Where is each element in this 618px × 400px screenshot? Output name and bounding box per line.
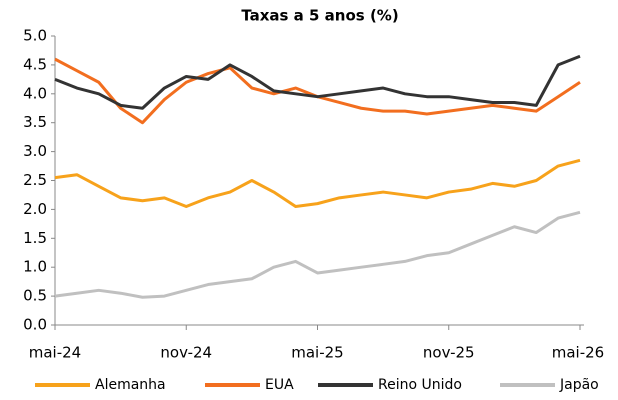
legend-label: Reino Unido — [378, 377, 462, 393]
legend-label: EUA — [265, 377, 294, 393]
chart-title: Taxas a 5 anos (%) — [241, 7, 398, 25]
x-tick-label: nov-25 — [423, 344, 475, 362]
y-tick-label: 2.0 — [23, 200, 47, 218]
legend-label: Alemanha — [95, 377, 166, 393]
x-tick-label: nov-24 — [160, 344, 212, 362]
legend-label: Japão — [559, 377, 599, 393]
x-tick-label: mai-26 — [552, 344, 604, 362]
y-tick-label: 1.5 — [23, 229, 47, 247]
x-tick-label: mai-25 — [291, 344, 343, 362]
y-tick-label: 3.0 — [23, 142, 47, 160]
y-tick-label: 4.0 — [23, 84, 47, 102]
y-tick-label: 0.5 — [23, 287, 47, 305]
y-tick-label: 2.5 — [23, 171, 47, 189]
series-line — [54, 54, 581, 110]
y-tick-label: 0.0 — [23, 316, 47, 334]
series-line — [54, 158, 581, 209]
series-line — [54, 57, 581, 125]
y-tick-label: 5.0 — [23, 27, 47, 45]
y-tick-label: 3.5 — [23, 113, 47, 131]
x-tick-label: mai-24 — [29, 344, 81, 362]
y-tick-label: 1.0 — [23, 258, 47, 276]
series-line — [54, 210, 581, 299]
y-tick-label: 4.5 — [23, 55, 47, 73]
